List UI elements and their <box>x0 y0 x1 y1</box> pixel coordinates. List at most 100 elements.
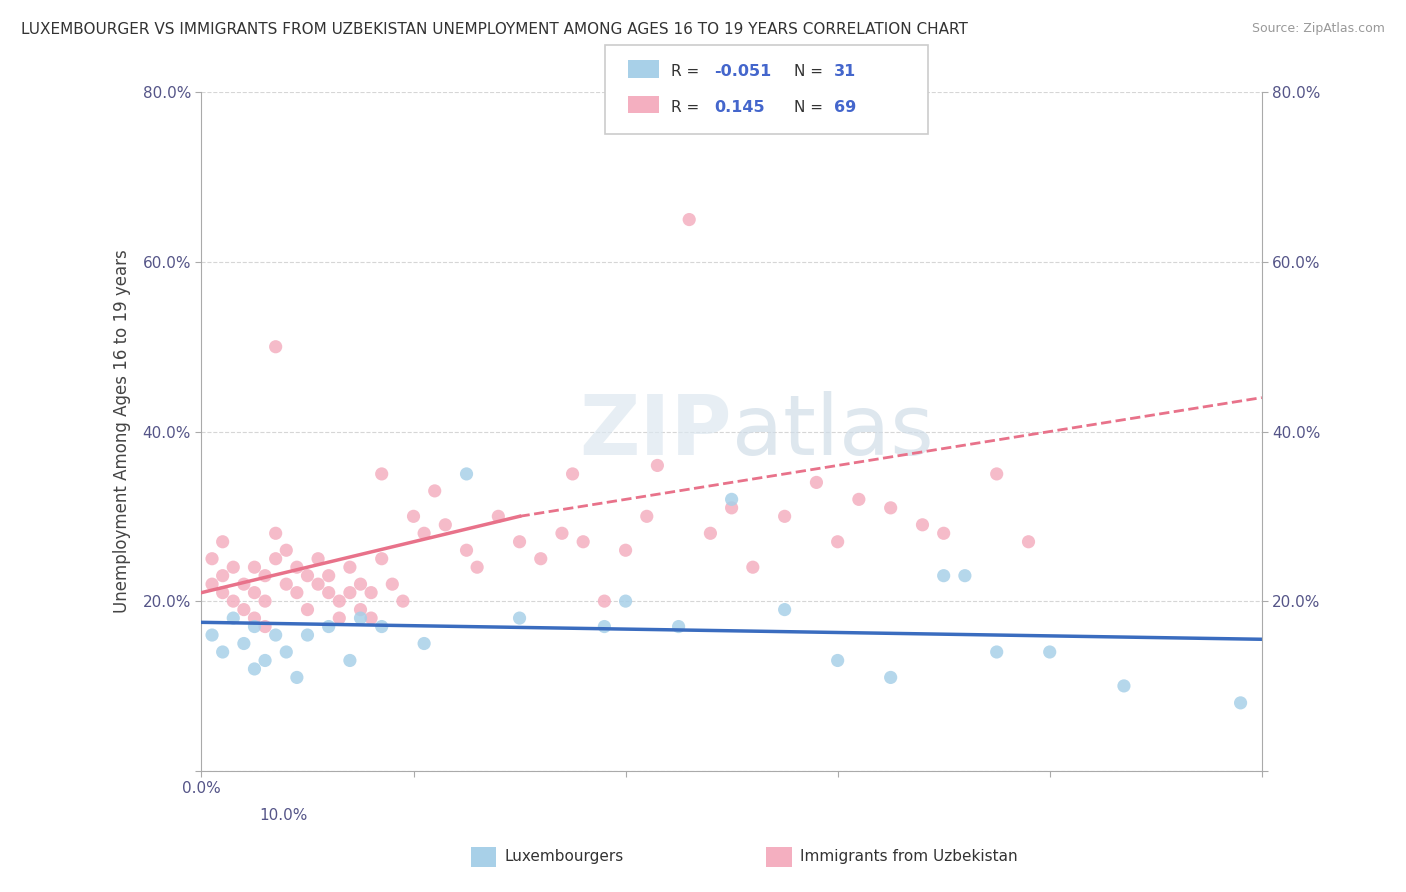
Point <box>413 636 436 650</box>
Point <box>593 619 616 633</box>
Point <box>232 577 254 591</box>
Point <box>423 483 446 498</box>
Point <box>509 611 531 625</box>
Point <box>254 594 277 608</box>
Point <box>276 645 298 659</box>
Point <box>349 602 371 616</box>
Point <box>349 577 371 591</box>
Point <box>243 585 266 599</box>
Point <box>264 526 287 541</box>
Point <box>381 577 404 591</box>
Point <box>509 534 531 549</box>
Text: R =: R = <box>671 64 704 79</box>
Point <box>201 628 224 642</box>
Point <box>339 585 361 599</box>
Point <box>307 551 329 566</box>
Point <box>339 560 361 574</box>
Text: Source: ZipAtlas.com: Source: ZipAtlas.com <box>1251 22 1385 36</box>
Text: LUXEMBOURGER VS IMMIGRANTS FROM UZBEKISTAN UNEMPLOYMENT AMONG AGES 16 TO 19 YEAR: LUXEMBOURGER VS IMMIGRANTS FROM UZBEKIST… <box>21 22 967 37</box>
Point <box>318 619 340 633</box>
Point <box>222 611 245 625</box>
Point <box>678 212 700 227</box>
Point <box>285 560 308 574</box>
Point <box>297 568 319 582</box>
Point <box>232 602 254 616</box>
Point <box>254 568 277 582</box>
Point <box>720 492 742 507</box>
Point <box>243 560 266 574</box>
Point <box>276 543 298 558</box>
Point <box>806 475 828 490</box>
Point <box>360 585 382 599</box>
Point <box>211 585 233 599</box>
Point <box>211 534 233 549</box>
Point <box>328 594 350 608</box>
Point <box>318 568 340 582</box>
Point <box>222 594 245 608</box>
Point <box>614 594 637 608</box>
Point <box>434 517 457 532</box>
Text: Luxembourgers: Luxembourgers <box>505 849 624 864</box>
Point <box>827 653 849 667</box>
Text: -0.051: -0.051 <box>714 64 772 79</box>
Point <box>1229 696 1251 710</box>
Point <box>572 534 595 549</box>
Point <box>264 628 287 642</box>
Point <box>911 517 934 532</box>
Point <box>211 568 233 582</box>
Point <box>297 602 319 616</box>
Text: 69: 69 <box>834 100 856 115</box>
Point <box>243 662 266 676</box>
Point <box>201 551 224 566</box>
Point <box>370 467 392 481</box>
Point <box>986 645 1008 659</box>
Point <box>879 670 901 684</box>
Point <box>647 458 669 473</box>
Point <box>339 653 361 667</box>
Point <box>530 551 553 566</box>
Point <box>413 526 436 541</box>
Point <box>932 568 955 582</box>
Point <box>741 560 763 574</box>
Point <box>318 585 340 599</box>
Point <box>392 594 415 608</box>
Point <box>773 509 796 524</box>
Point <box>307 577 329 591</box>
Point <box>720 500 742 515</box>
Text: 10.0%: 10.0% <box>259 808 308 823</box>
Point <box>243 611 266 625</box>
Point <box>1112 679 1135 693</box>
Point <box>264 551 287 566</box>
Point <box>285 670 308 684</box>
Point <box>243 619 266 633</box>
Y-axis label: Unemployment Among Ages 16 to 19 years: Unemployment Among Ages 16 to 19 years <box>114 250 131 614</box>
Text: atlas: atlas <box>731 391 934 472</box>
Point <box>636 509 658 524</box>
Point <box>848 492 870 507</box>
Point <box>402 509 425 524</box>
Point <box>211 645 233 659</box>
Point <box>551 526 574 541</box>
Point <box>360 611 382 625</box>
Point <box>593 594 616 608</box>
Point <box>370 551 392 566</box>
Point <box>465 560 488 574</box>
Point <box>285 585 308 599</box>
Point <box>1039 645 1062 659</box>
Text: 31: 31 <box>834 64 856 79</box>
Point <box>370 619 392 633</box>
Point <box>328 611 350 625</box>
Point <box>932 526 955 541</box>
Point <box>986 467 1008 481</box>
Point <box>232 636 254 650</box>
Point <box>297 628 319 642</box>
Point <box>222 560 245 574</box>
Point <box>1018 534 1040 549</box>
Point <box>827 534 849 549</box>
Point <box>773 602 796 616</box>
Point <box>349 611 371 625</box>
Point <box>456 543 478 558</box>
Point <box>201 577 224 591</box>
Text: N =: N = <box>794 64 828 79</box>
Point <box>879 500 901 515</box>
